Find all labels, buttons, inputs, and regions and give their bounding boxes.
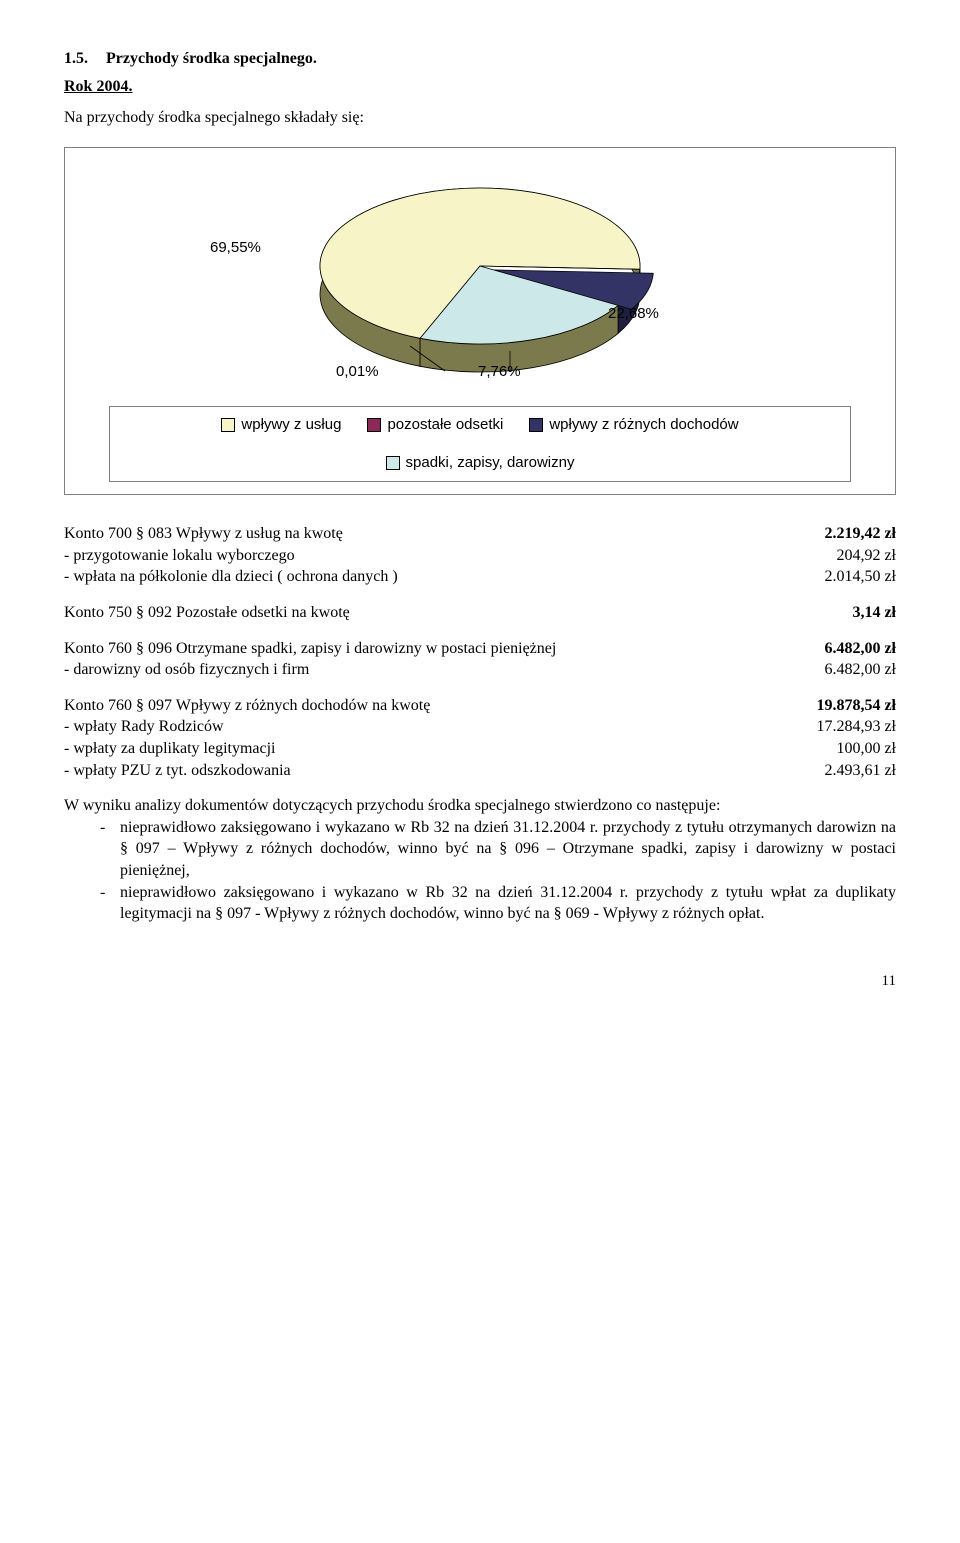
- statement-amount: 204,92 zł: [776, 545, 896, 567]
- statement-amount: 17.284,93 zł: [776, 716, 896, 738]
- pie-slice-label: 69,55%: [210, 238, 261, 258]
- statement-label: - wpłaty PZU z tyt. odszkodowania: [64, 760, 776, 782]
- statement-row: - wpłata na półkolonie dla dzieci ( ochr…: [64, 566, 896, 588]
- legend-swatch: [367, 418, 381, 432]
- legend-item: wpływy z usług: [221, 415, 341, 435]
- statement-row: Konto 760 § 096 Otrzymane spadki, zapisy…: [64, 638, 896, 660]
- legend-label: wpływy z usług: [241, 415, 341, 435]
- legend-swatch: [386, 456, 400, 470]
- legend-item: pozostałe odsetki: [367, 415, 503, 435]
- bullet-text: nieprawidłowo zaksięgowano i wykazano w …: [120, 817, 896, 882]
- statement-label: Konto 760 § 097 Wpływy z różnych dochodó…: [64, 695, 776, 717]
- pie-chart-box: 69,55% 0,01% 7,76% 22,68% wpływy z usług poz…: [64, 147, 896, 496]
- statement-label: Konto 760 § 096 Otrzymane spadki, zapisy…: [64, 638, 776, 660]
- statement-label: - przygotowanie lokalu wyborczego: [64, 545, 776, 567]
- statement-row: Konto 760 § 097 Wpływy z różnych dochodó…: [64, 695, 896, 717]
- legend-label: wpływy z różnych dochodów: [549, 415, 738, 435]
- statement-label: - wpłata na półkolonie dla dzieci ( ochr…: [64, 566, 776, 588]
- pie-slice-label: 22,68%: [608, 304, 659, 324]
- analysis-lead: W wyniku analizy dokumentów dotyczących …: [64, 795, 896, 817]
- legend-swatch: [221, 418, 235, 432]
- intro-text: Na przychody środka specjalnego składały…: [64, 107, 896, 129]
- bullet-text: nieprawidłowo zaksięgowano i wykazano w …: [120, 882, 896, 925]
- legend-label: spadki, zapisy, darowizny: [406, 453, 575, 473]
- statement-amount: 6.482,00 zł: [776, 659, 896, 681]
- statement-label: Konto 700 § 083 Wpływy z usług na kwotę: [64, 523, 776, 545]
- statement-amount: 2.493,61 zł: [776, 760, 896, 782]
- section-heading: 1.5. Przychody środka specjalnego.: [64, 48, 896, 70]
- legend-item: wpływy z różnych dochodów: [529, 415, 738, 435]
- statement-amount: 6.482,00 zł: [776, 638, 896, 660]
- statement-label: - darowizny od osób fizycznych i firm: [64, 659, 776, 681]
- pie-slice-label: 7,76%: [478, 362, 521, 382]
- pie-chart: 69,55% 0,01% 7,76% 22,68%: [79, 166, 881, 396]
- statement-label: Konto 750 § 092 Pozostałe odsetki na kwo…: [64, 602, 776, 624]
- pie-slice-label: 0,01%: [336, 362, 379, 382]
- statement-row: Konto 750 § 092 Pozostałe odsetki na kwo…: [64, 602, 896, 624]
- statement-label: - wpłaty Rady Rodziców: [64, 716, 776, 738]
- statement-amount: 3,14 zł: [776, 602, 896, 624]
- analysis-bullet: -nieprawidłowo zaksięgowano i wykazano w…: [100, 817, 896, 882]
- statement-amount: 2.219,42 zł: [776, 523, 896, 545]
- statement-amount: 100,00 zł: [776, 738, 896, 760]
- bullet-dash: -: [100, 817, 120, 839]
- heading-title: Przychody środka specjalnego.: [106, 48, 317, 70]
- statement-row: - darowizny od osób fizycznych i firm6.4…: [64, 659, 896, 681]
- bullet-dash: -: [100, 882, 120, 904]
- subheading-year: Rok 2004.: [64, 76, 896, 98]
- statement-row: - wpłaty PZU z tyt. odszkodowania2.493,6…: [64, 760, 896, 782]
- statement-row: Konto 700 § 083 Wpływy z usług na kwotę2…: [64, 523, 896, 545]
- legend-swatch: [529, 418, 543, 432]
- chart-legend: wpływy z usług pozostałe odsetki wpływy z …: [109, 406, 851, 483]
- statement-amount: 2.014,50 zł: [776, 566, 896, 588]
- statement-amount: 19.878,54 zł: [776, 695, 896, 717]
- heading-number: 1.5.: [64, 48, 88, 70]
- analysis-bullet: -nieprawidłowo zaksięgowano i wykazano w…: [100, 882, 896, 925]
- legend-item: spadki, zapisy, darowizny: [386, 453, 575, 473]
- statement-row: - wpłaty Rady Rodziców17.284,93 zł: [64, 716, 896, 738]
- statement-row: - wpłaty za duplikaty legitymacji100,00 …: [64, 738, 896, 760]
- statement-row: - przygotowanie lokalu wyborczego204,92 …: [64, 545, 896, 567]
- page-number: 11: [64, 971, 896, 991]
- legend-label: pozostałe odsetki: [387, 415, 503, 435]
- statement-label: - wpłaty za duplikaty legitymacji: [64, 738, 776, 760]
